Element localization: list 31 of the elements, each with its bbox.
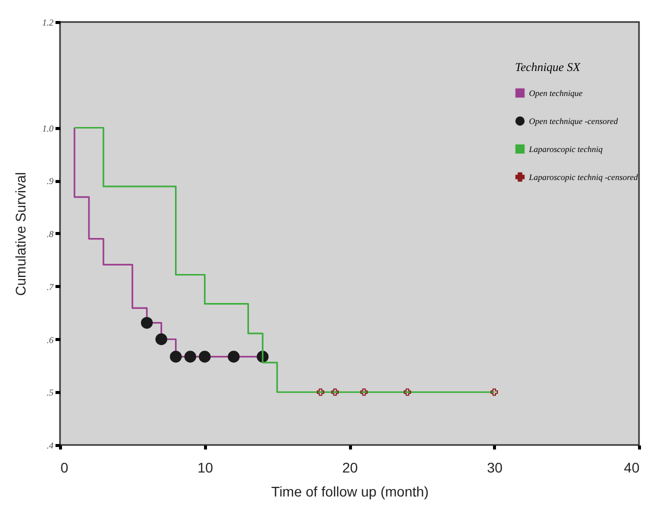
y-tick-label: .8 xyxy=(46,229,54,239)
y-tick-label: 1.2 xyxy=(42,18,54,28)
point xyxy=(331,388,339,396)
legend-label: Laparoscopic techniq -censored xyxy=(528,172,639,182)
y-tick-label: .4 xyxy=(46,440,54,450)
legend-label: Open technique -censored xyxy=(529,116,619,126)
x-tick-label: 0 xyxy=(60,460,68,476)
x-tick-label: 40 xyxy=(624,460,640,476)
legend-label: Open technique xyxy=(529,88,583,98)
point xyxy=(316,388,324,396)
y-tick-label: .5 xyxy=(46,388,54,398)
x-tick-label: 30 xyxy=(486,460,503,476)
y-tick-label: 1.0 xyxy=(42,123,54,134)
point xyxy=(360,388,368,396)
x-tick-label: 10 xyxy=(197,460,214,476)
x-tick-label: 20 xyxy=(342,460,358,476)
point xyxy=(198,350,211,363)
point xyxy=(184,350,196,363)
point xyxy=(228,350,240,363)
point xyxy=(490,388,498,396)
y-axis-title: Cumulative Survival xyxy=(12,172,28,296)
legend-title: Technique SX xyxy=(515,60,581,74)
point xyxy=(140,316,153,329)
point xyxy=(170,350,182,363)
legend-label: Laparoscopic techniq xyxy=(528,144,604,154)
y-tick-label: .6 xyxy=(46,334,54,345)
y-tick-label: .9 xyxy=(46,176,54,186)
point xyxy=(404,388,412,396)
x-axis-title: Time of follow up (month) xyxy=(271,484,429,500)
y-tick-label: .7 xyxy=(46,282,54,292)
point xyxy=(155,333,168,346)
